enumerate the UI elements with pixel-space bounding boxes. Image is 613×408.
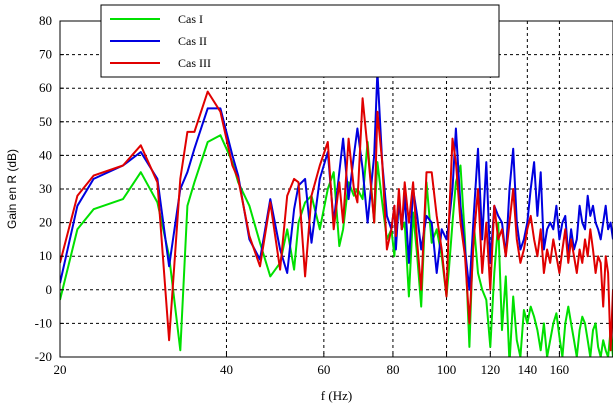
x-tick-label: 120 <box>481 362 501 377</box>
y-tick-label: 50 <box>39 114 52 129</box>
x-tick-label: 160 <box>550 362 570 377</box>
y-tick-label: 10 <box>39 248 52 263</box>
x-tick-label: 40 <box>220 362 233 377</box>
x-tick-label: 80 <box>386 362 399 377</box>
x-tick-label: 60 <box>317 362 330 377</box>
y-tick-label: 30 <box>39 181 52 196</box>
y-ticks: -20 -10 0 10 20 30 40 50 60 70 80 <box>35 13 64 364</box>
y-tick-label: -10 <box>35 315 52 330</box>
y-tick-label: 70 <box>39 47 52 62</box>
x-tick-label: 100 <box>437 362 457 377</box>
y-tick-label: -20 <box>35 349 52 364</box>
x-ticks: 20 40 60 80 100 120 140 160 <box>54 353 570 377</box>
y-tick-label: 20 <box>39 215 52 230</box>
series-layer <box>60 70 613 357</box>
x-axis-label: f (Hz) <box>321 388 352 403</box>
legend: Cas I Cas II Cas III <box>100 4 500 78</box>
legend-label-3: Cas III <box>178 56 211 70</box>
y-tick-label: 80 <box>39 13 52 28</box>
legend-label-2: Cas II <box>178 34 207 48</box>
y-tick-label: 40 <box>39 147 52 162</box>
x-tick-label: 20 <box>54 362 67 377</box>
legend-box <box>100 4 500 78</box>
legend-label-1: Cas I <box>178 12 203 26</box>
series-line-3 <box>60 90 613 352</box>
y-tick-label: 0 <box>46 282 53 297</box>
y-axis-label: Gain en R (dB) <box>5 149 19 229</box>
x-tick-label: 140 <box>518 362 538 377</box>
y-tick-label: 60 <box>39 80 52 95</box>
